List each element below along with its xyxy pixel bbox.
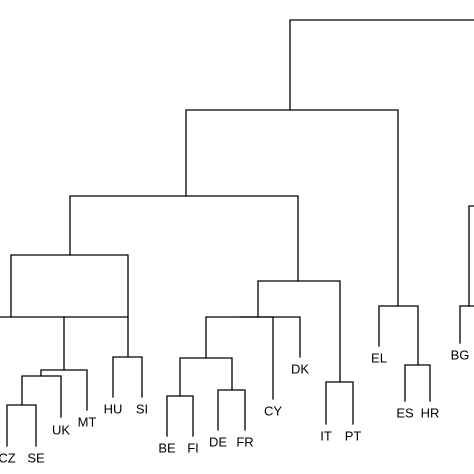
leaf-label-se: SE bbox=[27, 451, 45, 466]
link-root bbox=[289, 19, 474, 111]
link-czse-uk bbox=[21, 375, 62, 418]
leaf-label-fr: FR bbox=[236, 435, 253, 450]
link-be-fi bbox=[166, 395, 194, 437]
link-right-stub bbox=[468, 205, 474, 307]
leaf-label-fi: FI bbox=[187, 441, 199, 456]
leaf-label-si: SI bbox=[136, 402, 148, 417]
leaf-label-hr: HR bbox=[421, 406, 440, 421]
leaf-label-dk: DK bbox=[291, 362, 309, 377]
link-hu-si bbox=[112, 356, 143, 398]
leaf-label-es: ES bbox=[396, 406, 414, 421]
link-cz-se bbox=[6, 404, 37, 447]
leaf-label-be: BE bbox=[158, 441, 176, 456]
leaf-label-uk: UK bbox=[52, 423, 70, 438]
dendrogram-links bbox=[0, 19, 474, 447]
link-es-hr bbox=[404, 364, 431, 402]
link-bg bbox=[459, 305, 474, 344]
leaf-label-el: EL bbox=[371, 351, 387, 366]
link-main bbox=[185, 109, 399, 307]
link-de-fr bbox=[217, 389, 246, 431]
link-left-cluster bbox=[10, 254, 129, 318]
leaf-label-cy: CY bbox=[264, 404, 282, 419]
leaf-label-mt: MT bbox=[78, 415, 97, 430]
leaf-label-it: IT bbox=[320, 429, 332, 444]
link-center-itpt bbox=[257, 280, 341, 383]
link-center-dk bbox=[239, 316, 301, 358]
leaf-label-hu: HU bbox=[104, 402, 123, 417]
link-mid-cluster bbox=[69, 195, 299, 282]
leaf-label-cz: CZ bbox=[0, 451, 16, 466]
link-it-pt bbox=[325, 381, 354, 425]
leaf-label-bg: BG bbox=[451, 348, 470, 363]
leaf-label-de: DE bbox=[209, 435, 227, 450]
link-mt-husi bbox=[63, 316, 129, 371]
leaf-label-pt: PT bbox=[345, 429, 362, 444]
